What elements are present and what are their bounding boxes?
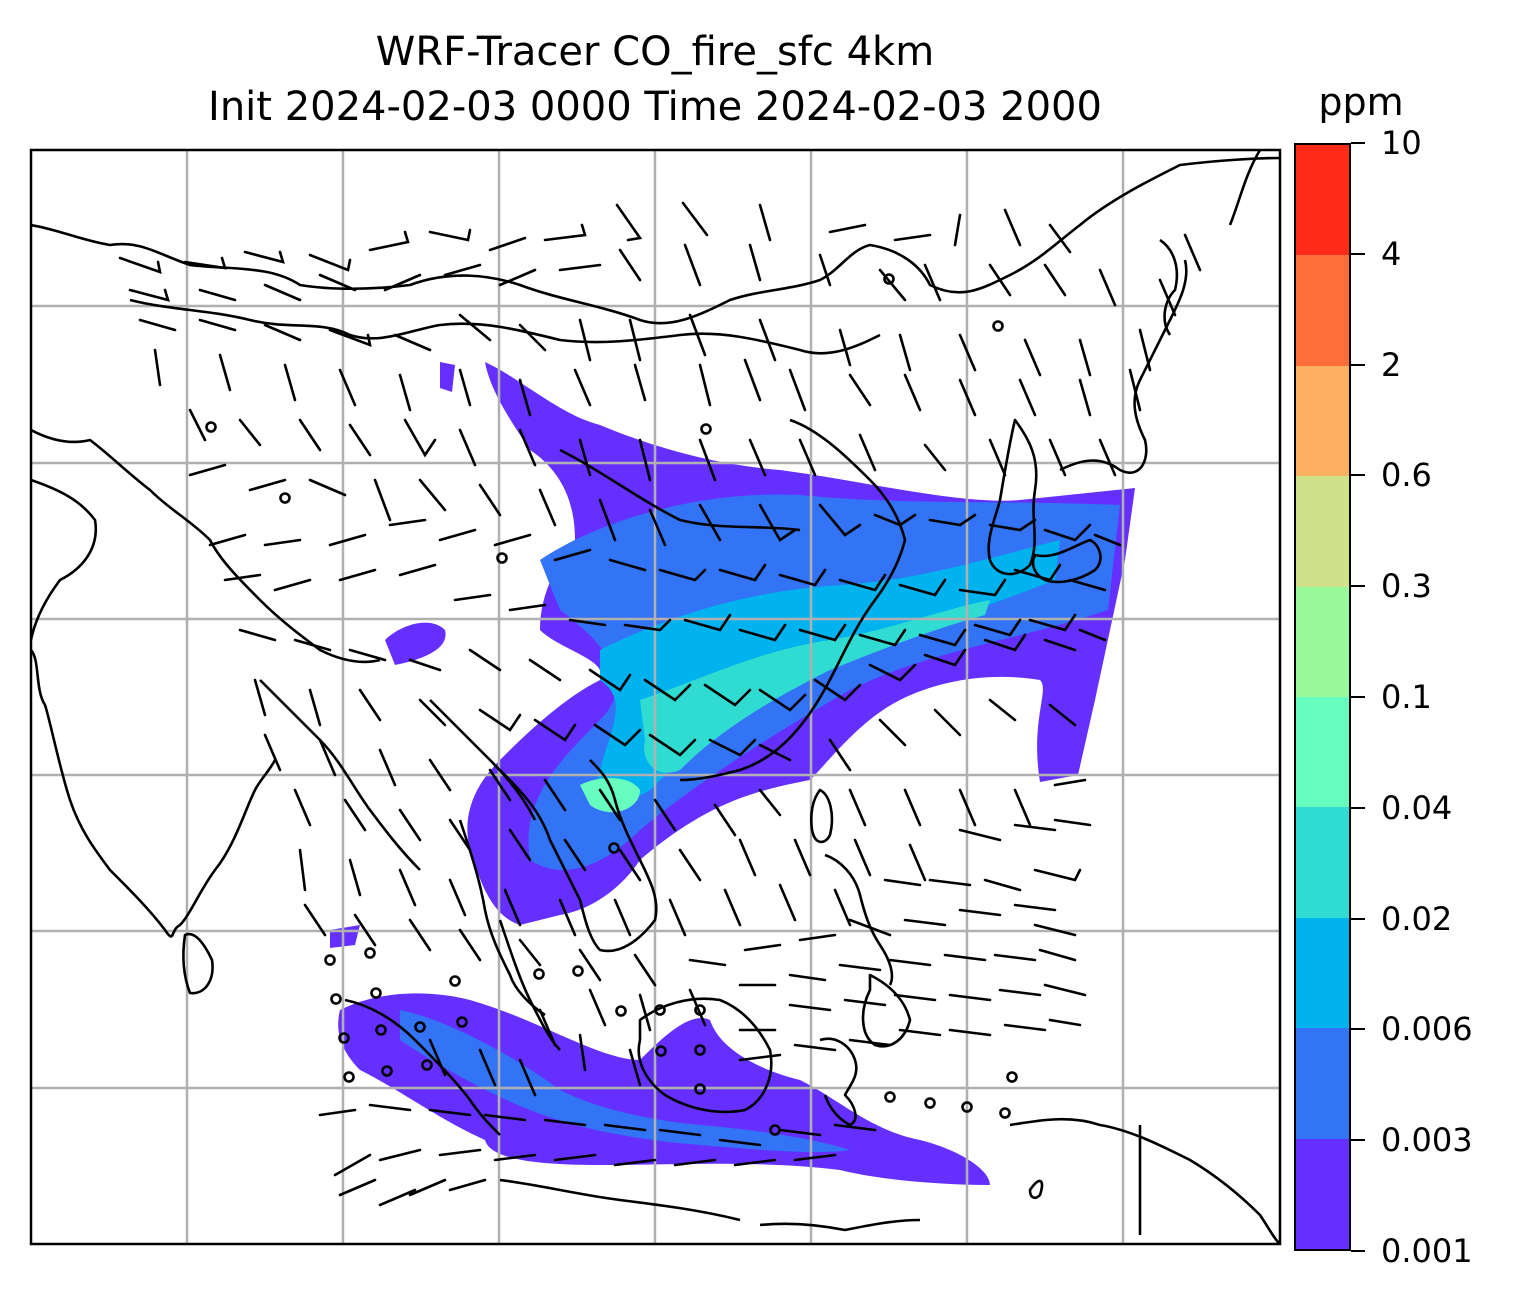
- colorbar-tick: [1351, 363, 1365, 366]
- india-coast: [31, 649, 277, 938]
- barbs-row-4: [153, 348, 1142, 417]
- taiwan: [809, 788, 834, 844]
- plume-inner-3: [640, 600, 990, 773]
- barbs-row-3: [138, 313, 1152, 377]
- sri-lanka: [182, 932, 214, 995]
- barbs-row-17: [428, 1018, 1082, 1097]
- colorbar-segment: [1296, 1028, 1349, 1139]
- barbs-row-16: [538, 983, 1087, 1087]
- calm-wind-markers: [205, 273, 1018, 1136]
- japan-south: [1031, 538, 1102, 584]
- barbs-row-20: [338, 1178, 487, 1207]
- barbs-row-1: [118, 201, 1202, 274]
- colorbar: [1294, 143, 1351, 1251]
- barbs-row-7: [208, 518, 1107, 597]
- colorbar-unit-label: ppm: [1318, 80, 1404, 124]
- colorbar-tick: [1351, 696, 1365, 698]
- colorbar-tick-label: 0.3: [1381, 567, 1432, 606]
- barbs-row-13: [298, 848, 1082, 937]
- plume-myanmar: [385, 622, 446, 665]
- colorbar-tick-label: 0.04: [1381, 788, 1453, 827]
- barbs-row-19: [333, 1148, 837, 1177]
- colorbar-tick: [1351, 474, 1365, 477]
- lesser-sunda: [759, 1218, 921, 1232]
- coastlines-borders: [31, 150, 1280, 1244]
- plume-borneo-west: [330, 925, 360, 948]
- barbs-row-12: [293, 788, 1092, 882]
- hokkaido: [1159, 238, 1179, 336]
- colorbar-tick: [1351, 917, 1365, 920]
- philippines-south: [861, 973, 912, 1048]
- indochina: [499, 759, 658, 953]
- colorbar-segment: [1296, 144, 1349, 256]
- colorbar-segment: [1296, 807, 1349, 918]
- barbs-row-11: [263, 733, 1087, 837]
- myanmar-border: [259, 679, 421, 871]
- colorbar-tick: [1351, 585, 1365, 588]
- sumatra: [344, 998, 501, 1136]
- colorbar-segment: [1296, 1138, 1349, 1249]
- new-guinea: [1009, 1117, 1280, 1244]
- barbs-row-2: [128, 243, 1177, 317]
- east-china-coast: [679, 418, 907, 782]
- map-frame: [29, 148, 1282, 1246]
- plume-northwest: [440, 362, 455, 392]
- co-tracer-plume: [330, 362, 1135, 1185]
- japan-honshu: [1059, 259, 1188, 474]
- mongolia-border: [129, 298, 881, 355]
- colorbar-tick-label: 0.6: [1381, 456, 1432, 495]
- colorbar-tick: [1351, 252, 1365, 255]
- thai-coast: [458, 819, 546, 1017]
- barbs-row-10: [253, 678, 1077, 772]
- sulawesi: [819, 1037, 858, 1127]
- colorbar-tick-label: 0.1: [1381, 678, 1432, 716]
- philippines-luzon: [824, 853, 894, 986]
- plume-indonesia-inner: [400, 1010, 850, 1153]
- timor: [1028, 1179, 1044, 1200]
- colorbar-tick-label: 0.001: [1381, 1232, 1473, 1270]
- barbs-row-18: [318, 1103, 877, 1147]
- colorbar-segment: [1296, 365, 1349, 477]
- colorbar-tick-label: 10: [1381, 124, 1422, 162]
- borneo: [637, 997, 773, 1114]
- malay-peninsula: [498, 919, 561, 1051]
- java: [499, 1178, 741, 1222]
- plume-core: [580, 778, 640, 813]
- colorbar-tick: [1351, 1250, 1365, 1252]
- laos-vietnam-border: [429, 699, 537, 821]
- colorbar-segment: [1296, 586, 1349, 697]
- barbs-row-14: [303, 903, 1077, 987]
- barbs-row-5: [188, 408, 1117, 482]
- sakhalin: [1228, 150, 1262, 226]
- barbs-row-9: [238, 628, 1077, 712]
- colorbar-tick-label: 0.02: [1381, 899, 1453, 938]
- colorbar-tick-label: 4: [1381, 234, 1402, 273]
- map-title-line2: Init 2024-02-03 0000 Time 2024-02-03 200…: [208, 84, 1102, 130]
- colorbar-tick-label: 0.006: [1381, 1010, 1473, 1049]
- colorbar-tick-label: 0.003: [1381, 1121, 1473, 1160]
- colorbar-tick-label: 2: [1381, 345, 1402, 384]
- barbs-row-6: [188, 463, 1122, 547]
- wind-barbs: [118, 201, 1202, 1207]
- china-north-border: [31, 156, 1280, 325]
- barbs-row-15: [588, 948, 1077, 1032]
- korea: [987, 418, 1038, 576]
- colorbar-segment: [1296, 255, 1349, 366]
- colorbar-tick: [1351, 1028, 1365, 1031]
- colorbar-tick: [1351, 1139, 1365, 1142]
- china-inner-border: [559, 448, 801, 532]
- colorbar-segment: [1296, 696, 1349, 808]
- himalaya-border: [31, 428, 381, 664]
- colorbar-tick: [1351, 142, 1365, 144]
- west-border-1: [31, 478, 98, 641]
- barbs-row-8: [223, 563, 1107, 647]
- colorbar-segment: [1296, 476, 1349, 587]
- map-title-line1: WRF-Tracer CO_fire_sfc 4km: [375, 29, 935, 75]
- colorbar-segment: [1296, 917, 1349, 1029]
- colorbar-tick: [1351, 806, 1365, 809]
